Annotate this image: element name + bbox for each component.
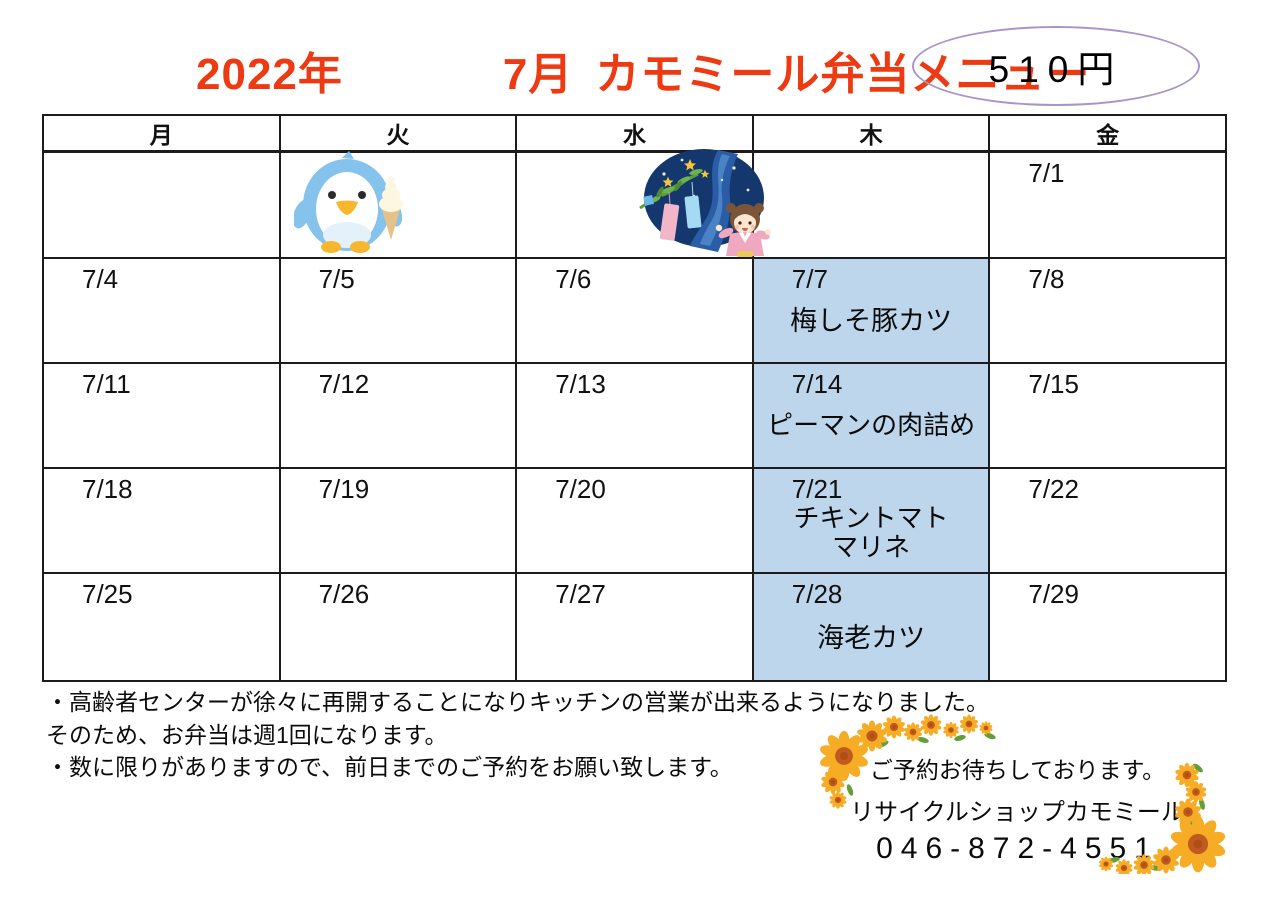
calendar-cell [42, 150, 281, 259]
cell-date: 7/11 [82, 369, 131, 399]
calendar-cell: 7/11 [42, 362, 281, 469]
calendar-cell: 7/15 [988, 362, 1227, 469]
calendar-cell: 7/8 [988, 257, 1227, 364]
price-badge: 510円 [912, 26, 1200, 106]
note-line: ・数に限りがありますので、前日までのご予約をお願い致します。 [46, 754, 733, 780]
cell-date: 7/4 [82, 264, 119, 294]
menu-item: 海老カツ [817, 622, 926, 653]
calendar-row-week1: 7/1 [42, 150, 1227, 259]
note-line: そのため、お弁当は週1回になります。 [46, 721, 448, 748]
cell-date: 7/29 [1028, 579, 1079, 609]
shop-name: リサイクルショップカモミール [850, 799, 1185, 826]
cell-date: 7/21 [791, 474, 843, 504]
menu-item: チキントマト マリネ [793, 503, 949, 563]
price-label: 510円 [988, 49, 1124, 90]
cell-date: 7/5 [318, 264, 355, 294]
calendar-cell: 7/25 [42, 572, 281, 682]
footnotes: ・高齢者センターが徐々に再開することになりキッチンの営業が出来るようになりました… [46, 686, 989, 784]
weekday-mon: 月 [42, 114, 281, 153]
weekday-wed: 水 [515, 114, 754, 153]
title-year: 2022年 [196, 50, 343, 99]
cell-date: 7/28 [791, 579, 843, 609]
weekday-thu: 木 [751, 114, 991, 153]
cell-date: 7/12 [318, 369, 370, 399]
calendar-cell: 7/26 [278, 572, 518, 682]
cell-date: 7/27 [555, 579, 606, 609]
calendar-cell: 7/29 [988, 572, 1227, 682]
calendar-row-week3: 7/11 7/12 7/13 7/14 ピーマンの肉詰め 7/15 [42, 362, 1227, 469]
cell-date: 7/8 [1028, 264, 1065, 294]
calendar-cell: 7/12 [278, 362, 518, 469]
calendar-cell: 7/22 [988, 467, 1227, 574]
calendar-cell [751, 150, 991, 259]
cell-date: 7/26 [318, 579, 370, 609]
cell-date: 7/14 [791, 369, 843, 399]
calendar-cell: 7/20 [515, 467, 754, 574]
calendar-cell-menu-day: 7/21 チキントマト マリネ [751, 467, 991, 574]
cell-date: 7/1 [1028, 158, 1065, 188]
weekday-header-row: 月 火 水 木 金 [42, 114, 1227, 153]
cell-date: 7/7 [791, 264, 828, 294]
note-line: ・高齢者センターが徐々に再開することになりキッチンの営業が出来るようになりました… [46, 689, 989, 715]
calendar-table: 月 火 水 木 金 7/1 7/4 7/5 7/6 7/7 梅しそ豚カツ 7/8 [42, 114, 1227, 682]
calendar-cell: 7/5 [278, 257, 518, 364]
cell-date: 7/25 [82, 579, 133, 609]
menu-item: 梅しそ豚カツ [790, 306, 953, 337]
cell-date: 7/22 [1028, 474, 1079, 504]
calendar-cell: 7/4 [42, 257, 281, 364]
calendar-row-week4: 7/18 7/19 7/20 7/21 チキントマト マリネ 7/22 [42, 467, 1227, 574]
calendar-cell-menu-day: 7/14 ピーマンの肉詰め [751, 362, 991, 469]
weekday-tue: 火 [278, 114, 518, 153]
title-month: 7月 [502, 50, 574, 99]
cell-date: 7/19 [318, 474, 370, 504]
calendar-cell-menu-day: 7/28 海老カツ [751, 572, 991, 682]
calendar-row-week2: 7/4 7/5 7/6 7/7 梅しそ豚カツ 7/8 [42, 257, 1227, 364]
calendar-cell: 7/18 [42, 467, 281, 574]
sunflower-corner-bottom-icon [1098, 762, 1227, 874]
penguin-with-ice-cream-icon [294, 151, 403, 253]
calendar-cell: 7/27 [515, 572, 754, 682]
calendar-cell-menu-day: 7/7 梅しそ豚カツ [751, 257, 991, 364]
cell-date: 7/20 [555, 474, 606, 504]
calendar-cell: 7/13 [515, 362, 754, 469]
cell-date: 7/13 [555, 369, 606, 399]
menu-item: ピーマンの肉詰め [767, 410, 976, 441]
contact-message: ご予約お待ちしております。 [869, 757, 1166, 783]
tanabata-scene-icon [639, 149, 771, 257]
calendar-cell: 7/1 [988, 150, 1227, 259]
calendar-cell: 7/19 [278, 467, 518, 574]
weekday-fri: 金 [988, 114, 1227, 153]
calendar-cell: 7/6 [515, 257, 754, 364]
cell-date: 7/6 [555, 264, 592, 294]
cell-date: 7/15 [1028, 369, 1079, 399]
calendar-row-week5: 7/25 7/26 7/27 7/28 海老カツ 7/29 [42, 572, 1227, 682]
cell-date: 7/18 [82, 474, 133, 504]
